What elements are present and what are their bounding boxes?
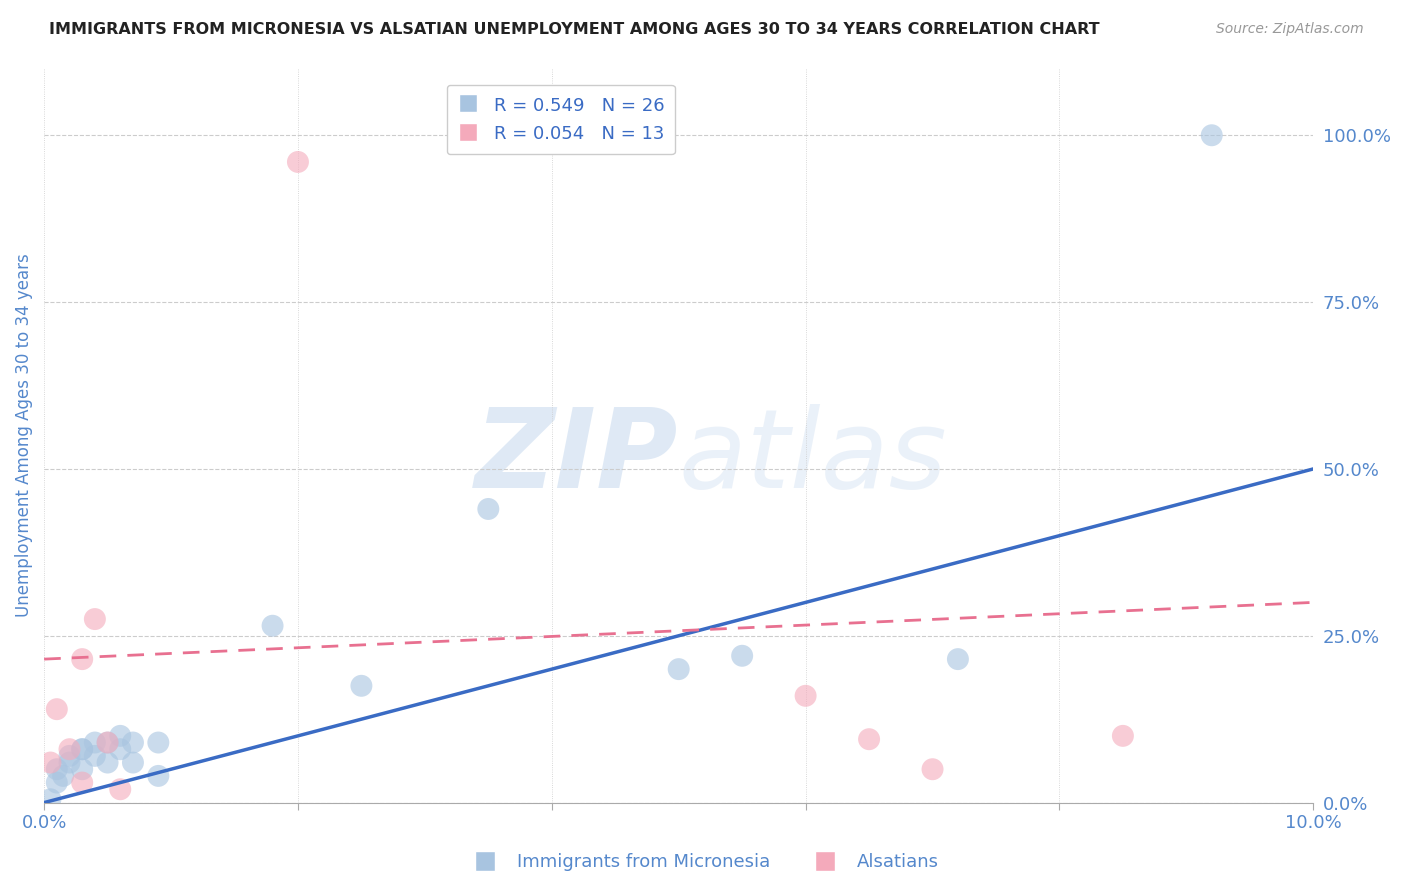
- Point: [97, 735, 120, 749]
- Point: [262, 619, 284, 633]
- Point: [58, 742, 80, 756]
- Point: [477, 502, 499, 516]
- Point: [921, 762, 943, 776]
- Point: [110, 782, 132, 797]
- Point: [148, 769, 170, 783]
- Y-axis label: Unemployment Among Ages 30 to 34 years: Unemployment Among Ages 30 to 34 years: [15, 253, 32, 617]
- Point: [52, 769, 75, 783]
- Point: [83, 735, 105, 749]
- Point: [287, 155, 309, 169]
- Point: [58, 756, 80, 770]
- Point: [70, 742, 93, 756]
- Point: [350, 679, 373, 693]
- Point: [668, 662, 690, 676]
- Point: [70, 762, 93, 776]
- Point: [97, 756, 120, 770]
- Point: [45, 762, 67, 776]
- Point: [39, 756, 62, 770]
- Point: [148, 735, 170, 749]
- Point: [70, 775, 93, 789]
- Point: [45, 702, 67, 716]
- Text: Source: ZipAtlas.com: Source: ZipAtlas.com: [1216, 22, 1364, 37]
- Point: [731, 648, 754, 663]
- Point: [97, 735, 120, 749]
- Point: [946, 652, 969, 666]
- Point: [110, 742, 132, 756]
- Point: [70, 652, 93, 666]
- Point: [1112, 729, 1135, 743]
- Text: atlas: atlas: [679, 404, 948, 511]
- Point: [83, 612, 105, 626]
- Point: [858, 732, 880, 747]
- Point: [45, 775, 67, 789]
- Point: [794, 689, 817, 703]
- Legend: R = 0.549   N = 26, R = 0.054   N = 13: R = 0.549 N = 26, R = 0.054 N = 13: [447, 85, 675, 154]
- Point: [83, 748, 105, 763]
- Point: [58, 748, 80, 763]
- Text: IMMIGRANTS FROM MICRONESIA VS ALSATIAN UNEMPLOYMENT AMONG AGES 30 TO 34 YEARS CO: IMMIGRANTS FROM MICRONESIA VS ALSATIAN U…: [49, 22, 1099, 37]
- Legend: Immigrants from Micronesia, Alsatians: Immigrants from Micronesia, Alsatians: [460, 847, 946, 879]
- Point: [70, 742, 93, 756]
- Point: [39, 792, 62, 806]
- Point: [122, 735, 145, 749]
- Point: [110, 729, 132, 743]
- Text: ZIP: ZIP: [475, 404, 679, 511]
- Point: [122, 756, 145, 770]
- Point: [1201, 128, 1223, 143]
